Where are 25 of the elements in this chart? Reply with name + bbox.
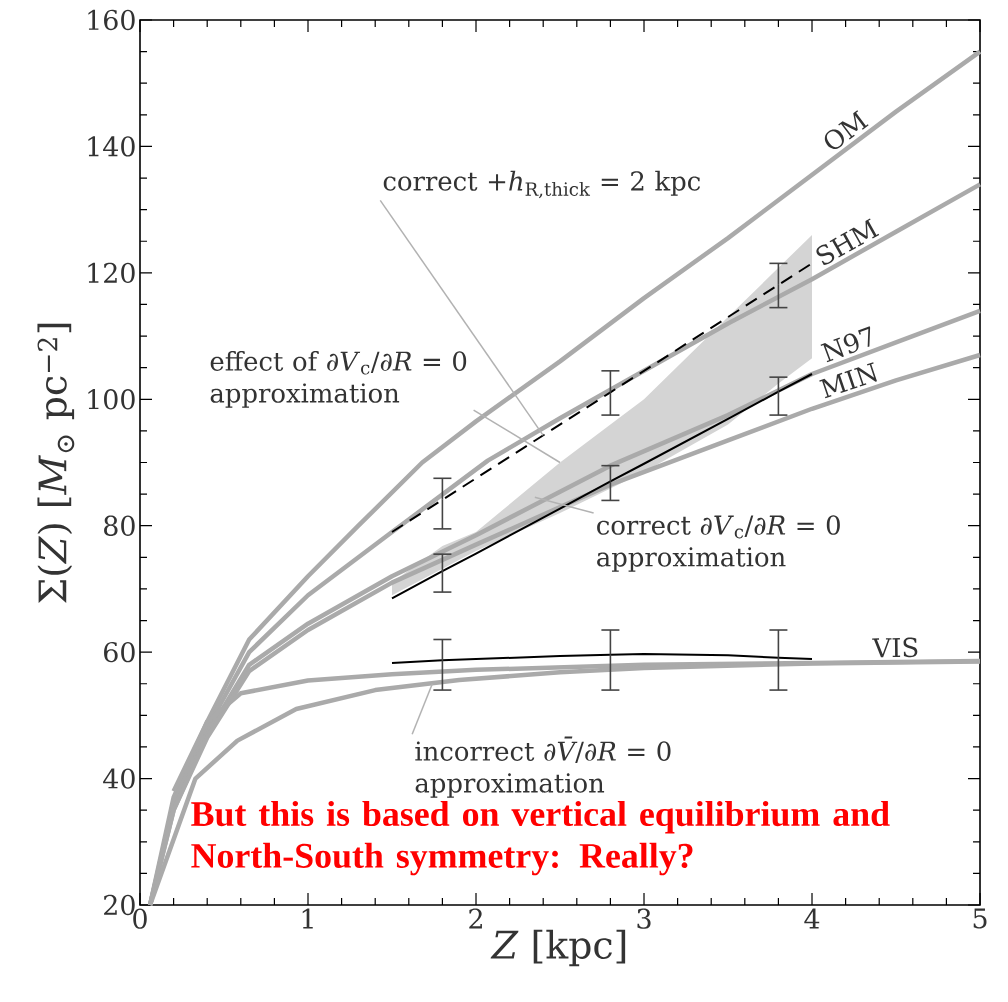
- y-tick-label: 160: [88, 9, 135, 31]
- text: MIN: [819, 362, 877, 399]
- y-tick-label: 100: [88, 389, 135, 410]
- annotation: effect of ∂V$_{c}$/∂R = 0 approximation: [210, 350, 467, 408]
- y-tick-label: 20: [104, 894, 135, 916]
- x-tick-label: 3: [637, 908, 651, 929]
- x-tick-label: 1: [302, 908, 313, 929]
- series-label: VIS: [872, 637, 918, 658]
- text: N97: [820, 326, 871, 363]
- y-tick-label: 140: [88, 136, 135, 157]
- x-tick-label: 0: [133, 908, 147, 929]
- x-tick-label: 4: [804, 908, 820, 929]
- text: OM: [824, 110, 869, 149]
- annotation: correct +h$_{R,thick}$ = 2 kpc: [383, 170, 701, 199]
- x-tick-label: 2: [469, 908, 482, 929]
- annotation: But this is based on vertical equilibrium and North-South symmetry: Really?: [191, 800, 890, 876]
- y-tick-label: 60: [104, 641, 135, 663]
- y-axis-title: Σ(Z) [M$_{⊙}$ pc$^{−2}$]: [37, 323, 75, 603]
- x-tick-label: 5: [973, 908, 987, 929]
- annotation: correct ∂V$_{c}$/∂R = 0 approximation: [597, 515, 840, 572]
- y-tick-label: 80: [104, 515, 135, 536]
- x-axis-title: Z [kpc]: [490, 929, 626, 967]
- y-tick-label: 120: [88, 262, 135, 284]
- annotation: incorrect ∂V̄/∂R = 0 approximation: [415, 736, 671, 798]
- y-tick-label: 40: [103, 768, 135, 789]
